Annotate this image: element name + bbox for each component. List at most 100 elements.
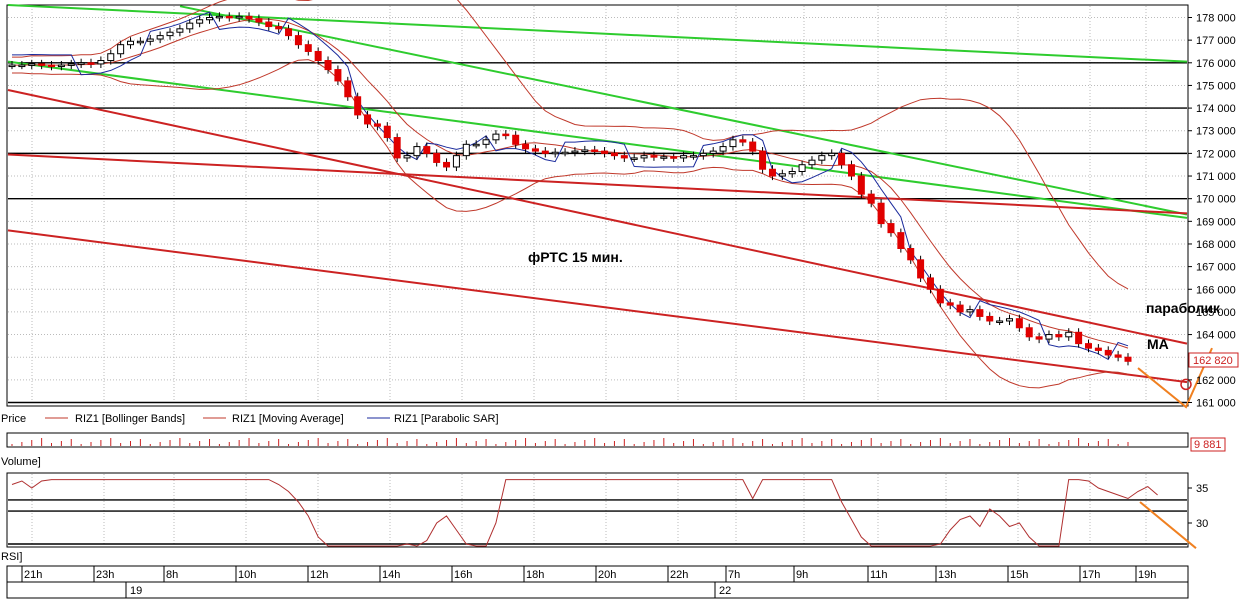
legend-sar: RIZ1 [Parabolic SAR] xyxy=(394,413,499,425)
candle xyxy=(314,50,322,62)
last-price-label: 162 820 xyxy=(1193,355,1233,367)
candle xyxy=(1045,334,1053,340)
candles xyxy=(8,12,1132,366)
candle xyxy=(838,152,846,166)
candle xyxy=(334,69,342,82)
volume-value-label: 9 881 xyxy=(1194,439,1222,451)
candle xyxy=(620,155,628,159)
candle xyxy=(38,63,46,66)
indicator-lines xyxy=(12,0,1129,389)
candle xyxy=(156,35,164,40)
volume-panel xyxy=(6,432,1189,448)
candle xyxy=(926,277,934,290)
candle xyxy=(946,302,954,306)
forecast-line xyxy=(1137,347,1213,409)
red-trendline xyxy=(7,229,1188,384)
price-tick-label: 178 000 xyxy=(1196,13,1236,25)
hour-label: 11h xyxy=(870,569,888,581)
hour-label: 19h xyxy=(1138,569,1156,581)
candle xyxy=(561,151,569,155)
candle xyxy=(986,315,994,322)
candle xyxy=(452,155,460,168)
hour-label: 18h xyxy=(526,569,544,581)
candle xyxy=(749,141,757,152)
candle xyxy=(966,309,974,313)
price-tick-label: 172 000 xyxy=(1196,148,1236,160)
candle xyxy=(551,151,559,155)
candle xyxy=(403,155,411,159)
candle xyxy=(660,156,668,159)
trend-lines xyxy=(7,4,1188,384)
candle xyxy=(601,150,609,154)
candle xyxy=(57,64,65,68)
bollinger-upper xyxy=(12,0,1129,290)
hour-label: 23h xyxy=(96,569,114,581)
last-price-box xyxy=(1188,352,1239,368)
candle xyxy=(897,232,905,250)
price-tick-label: 166 000 xyxy=(1196,284,1236,296)
hour-label: 14h xyxy=(382,569,400,581)
green-trendline xyxy=(179,5,1188,216)
candle xyxy=(541,150,549,154)
candle xyxy=(77,62,85,65)
candle xyxy=(680,155,688,159)
rsi-axis: 35 30 xyxy=(1188,483,1208,530)
hour-label: 10h xyxy=(238,569,256,581)
candle xyxy=(828,152,836,157)
candle xyxy=(265,21,273,28)
rsi-line xyxy=(11,479,1158,547)
candle xyxy=(1035,336,1043,340)
candle xyxy=(1075,331,1083,345)
price-tick-label: 170 000 xyxy=(1196,194,1236,206)
candle xyxy=(808,159,816,166)
candle xyxy=(699,152,707,157)
candle xyxy=(8,64,16,68)
candle xyxy=(383,125,391,139)
candle xyxy=(907,248,915,261)
candle xyxy=(591,149,599,152)
price-tick-label: 174 000 xyxy=(1196,103,1236,115)
hour-label: 12h xyxy=(310,569,328,581)
candle xyxy=(255,18,263,23)
candle xyxy=(650,155,658,158)
candle xyxy=(472,143,480,147)
candle xyxy=(956,304,964,313)
candle xyxy=(127,40,135,46)
candle xyxy=(818,155,826,161)
price-tick-label: 164 000 xyxy=(1196,330,1236,342)
candle xyxy=(304,44,312,52)
candle xyxy=(709,150,717,154)
candle xyxy=(48,64,56,68)
candle xyxy=(739,139,747,143)
candle xyxy=(275,26,283,30)
candle xyxy=(502,133,510,137)
candle xyxy=(136,40,144,44)
hour-label: 9h xyxy=(796,569,808,581)
forecast-marker xyxy=(1180,378,1192,391)
legend-bollinger: RIZ1 [Bollinger Bands] xyxy=(75,413,185,425)
candle xyxy=(206,17,214,21)
candle xyxy=(354,96,362,116)
candle xyxy=(877,202,885,225)
price-panel-label: Price xyxy=(1,413,26,425)
candle xyxy=(176,28,184,33)
candle xyxy=(729,139,737,148)
price-tick-label: 176 000 xyxy=(1196,58,1236,70)
candle xyxy=(571,150,579,154)
candle xyxy=(462,143,470,157)
horizontal-levels xyxy=(8,62,1187,404)
price-tick-label: 161 000 xyxy=(1196,398,1236,410)
price-tick-label: 173 000 xyxy=(1196,126,1236,138)
volume-panel-label: Volume] xyxy=(1,456,41,468)
hour-label: 13h xyxy=(938,569,956,581)
hour-label: 7h xyxy=(728,569,740,581)
candle xyxy=(364,114,372,125)
candle xyxy=(117,44,125,55)
candle xyxy=(581,149,589,152)
candle xyxy=(1114,354,1122,358)
candle xyxy=(1094,347,1102,351)
candle xyxy=(235,15,243,19)
hour-label: 16h xyxy=(454,569,472,581)
candle xyxy=(67,63,75,66)
